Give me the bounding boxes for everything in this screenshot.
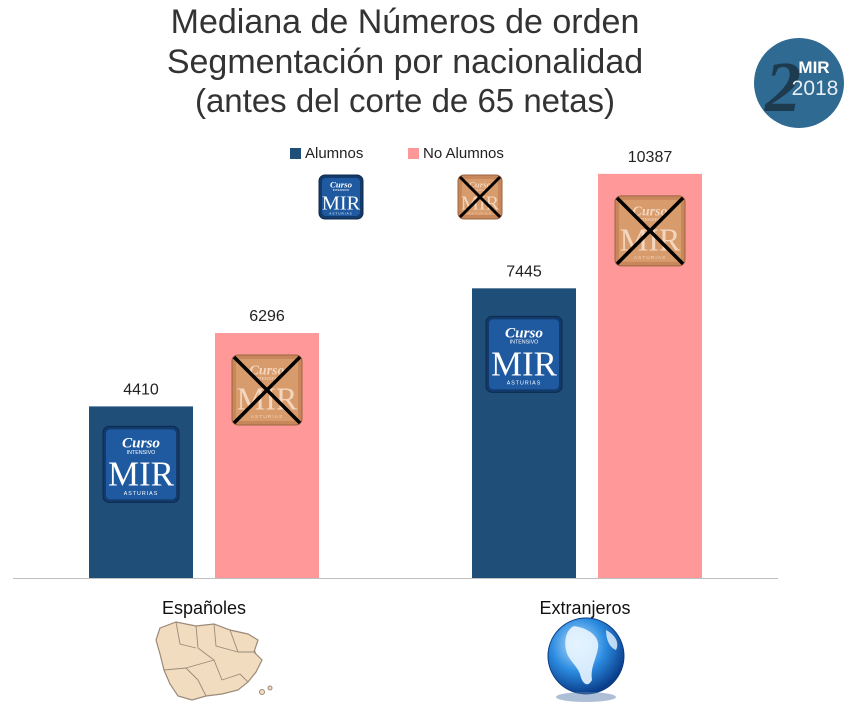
legend-item-alumnos: Alumnos [290,145,363,162]
globe-icon [547,617,625,702]
svg-text:INTENSIVO: INTENSIVO [254,376,281,382]
svg-text:INTENSIVO: INTENSIVO [127,450,156,456]
svg-text:ASTURIAS: ASTURIAS [329,212,352,216]
legend-label-alumnos: Alumnos [305,145,364,162]
svg-text:ASTURIAS: ASTURIAS [468,212,491,216]
svg-text:ASTURIAS: ASTURIAS [507,381,542,387]
title-line-3: (antes del corte de 65 netas) [194,82,616,119]
data-label-no-alumnos-espanoles: 6296 [249,308,285,325]
svg-text:2: 2 [764,47,801,127]
data-label-alumnos-espanoles: 4410 [123,381,159,398]
svg-text:Curso: Curso [122,435,160,452]
legend-swatch-no-alumnos [408,148,419,159]
svg-text:Curso: Curso [632,204,667,219]
svg-text:ASTURIAS: ASTURIAS [634,255,666,261]
svg-text:INTENSIVO: INTENSIVO [333,188,350,192]
svg-text:INTENSIVO: INTENSIVO [510,340,539,346]
svg-text:ASTURIAS: ASTURIAS [251,414,283,420]
chart-title: Mediana de Números de orden Segmentación… [0,2,810,120]
data-label-no-alumnos-extranjeros: 10387 [628,149,673,166]
svg-text:INTENSIVO: INTENSIVO [637,217,664,223]
svg-text:MIR: MIR [491,345,558,384]
svg-text:MIR: MIR [108,455,175,494]
svg-text:INTENSIVO: INTENSIVO [472,188,489,192]
category-label-espanoles: Españoles [161,598,247,618]
spain-map-icon [155,621,273,701]
svg-text:Curso: Curso [469,179,492,189]
title-line-2: Segmentación por nacionalidad [166,43,644,81]
mir-2018-badge-icon: 2 MIR 2018 [754,38,844,128]
svg-text:Curso: Curso [249,364,284,379]
svg-text:Curso: Curso [330,179,353,189]
svg-text:2018: 2018 [792,77,839,100]
data-label-alumnos-extranjeros: 7445 [506,263,542,280]
legend-label-no-alumnos: No Alumnos [423,145,504,162]
svg-text:MIR: MIR [798,58,829,77]
svg-text:MIR: MIR [322,192,361,214]
legend-item-no-alumnos: No Alumnos [408,145,504,162]
svg-text:ASTURIAS: ASTURIAS [124,491,159,497]
title-line-1: Mediana de Números de orden [170,3,640,41]
svg-text:Curso: Curso [505,325,543,342]
category-label-extranjeros: Extranjeros [539,598,631,618]
legend-swatch-alumnos [290,148,301,159]
